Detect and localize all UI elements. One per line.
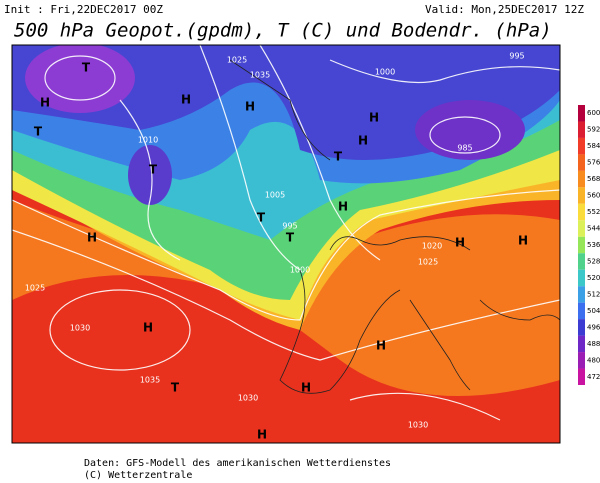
colorbar-label: 536: [587, 241, 600, 249]
footer-copyright: (C) Wetterzentrale: [84, 470, 192, 481]
pressure-center: H: [338, 200, 348, 214]
colorbar-label: 584: [587, 142, 600, 150]
isobar-label: 1000: [290, 266, 310, 275]
footer-source: Daten: GFS-Modell des amerikanischen Wet…: [84, 458, 391, 469]
isobar-label: 1005: [265, 191, 285, 200]
isobar-label: 1030: [408, 421, 428, 430]
isobar-label: 1000: [375, 68, 395, 77]
colorbar-label: 480: [587, 356, 600, 364]
pressure-center: H: [143, 321, 153, 335]
colorbar-cell: [578, 352, 585, 369]
colorbar-label: 568: [587, 175, 600, 183]
valid-time: Valid: Mon,25DEC2017 12Z: [425, 3, 584, 16]
isobar-label: 1025: [25, 284, 45, 293]
pressure-center: H: [369, 111, 379, 125]
low-purple-east: [415, 100, 525, 160]
isobar-label: 1010: [138, 136, 158, 145]
pressure-center: H: [40, 96, 50, 110]
isolines: [12, 45, 560, 421]
pressure-center: T: [171, 381, 180, 395]
colorbar-cell: [578, 170, 585, 188]
pressure-center: T: [334, 150, 343, 164]
colorbar-label: 488: [587, 340, 600, 348]
low-purple-west: [25, 45, 135, 113]
map-title: 500 hPa Geopot.(gpdm), T (C) und Bodendr…: [14, 20, 552, 42]
pressure-center: H: [376, 339, 386, 353]
map-field: [12, 45, 560, 443]
colorbar-label: 496: [587, 323, 600, 331]
colorbar-label: 528: [587, 257, 600, 265]
colorbar-cell: [578, 302, 585, 320]
colorbar-label: 560: [587, 192, 600, 200]
colorbar-label: 576: [587, 159, 600, 167]
isobar-label: 995: [282, 222, 297, 231]
map-frame: [11, 44, 561, 444]
pressure-center: T: [286, 231, 295, 245]
pressure-center: T: [149, 163, 158, 177]
isobar-label: 1035: [250, 71, 270, 80]
pressure-center: H: [87, 231, 97, 245]
colorbar-cell: [578, 121, 585, 138]
low-purple-centre: [128, 145, 172, 205]
colorbar-cell: [578, 368, 585, 385]
colorbar-cell: [578, 105, 585, 122]
pressure-center: H: [518, 234, 528, 248]
isobar-label: 1035: [140, 376, 160, 385]
isobar-label: 1025: [227, 56, 247, 65]
pressure-center: H: [358, 134, 368, 148]
colorbar-label: 520: [587, 274, 600, 282]
colorbar-label: 600: [587, 109, 600, 117]
colorbar-cell: [578, 269, 585, 287]
colorbar-cell: [578, 253, 585, 270]
isobar-label: 1020: [422, 242, 442, 251]
pressure-center: H: [181, 93, 191, 107]
pressure-center: H: [245, 100, 255, 114]
coastlines: [229, 59, 560, 394]
colorbar-cell: [578, 137, 585, 155]
isobar-label: 1025: [418, 258, 438, 267]
isobar-label: 995: [509, 52, 524, 61]
colorbar-cell: [578, 319, 585, 336]
colorbar-cell: [578, 154, 585, 171]
colorbar-label: 504: [587, 307, 600, 315]
init-time: Init : Fri,22DEC2017 00Z: [4, 3, 163, 16]
colorbar-label: 544: [587, 225, 600, 233]
pressure-center: T: [82, 61, 91, 75]
colorbar-cell: [578, 220, 585, 237]
colorbar-cell: [578, 203, 585, 221]
colorbar-label: 472: [587, 373, 600, 381]
pressure-center: H: [455, 236, 465, 250]
isobar-label: 1030: [70, 324, 90, 333]
colorbar-cell: [578, 187, 585, 204]
colorbar-label: 512: [587, 290, 600, 298]
pressure-center: H: [257, 428, 267, 442]
pressure-center: T: [34, 125, 43, 139]
colorbar-label: 552: [587, 208, 600, 216]
colorbar-label: 592: [587, 126, 600, 134]
colorbar-cell: [578, 286, 585, 303]
pressure-center: H: [301, 381, 311, 395]
isobar-label: 985: [457, 144, 472, 153]
pressure-center: T: [257, 211, 266, 225]
colorbar-cell: [578, 335, 585, 353]
isobar-label: 1030: [238, 394, 258, 403]
colorbar-cell: [578, 236, 585, 254]
